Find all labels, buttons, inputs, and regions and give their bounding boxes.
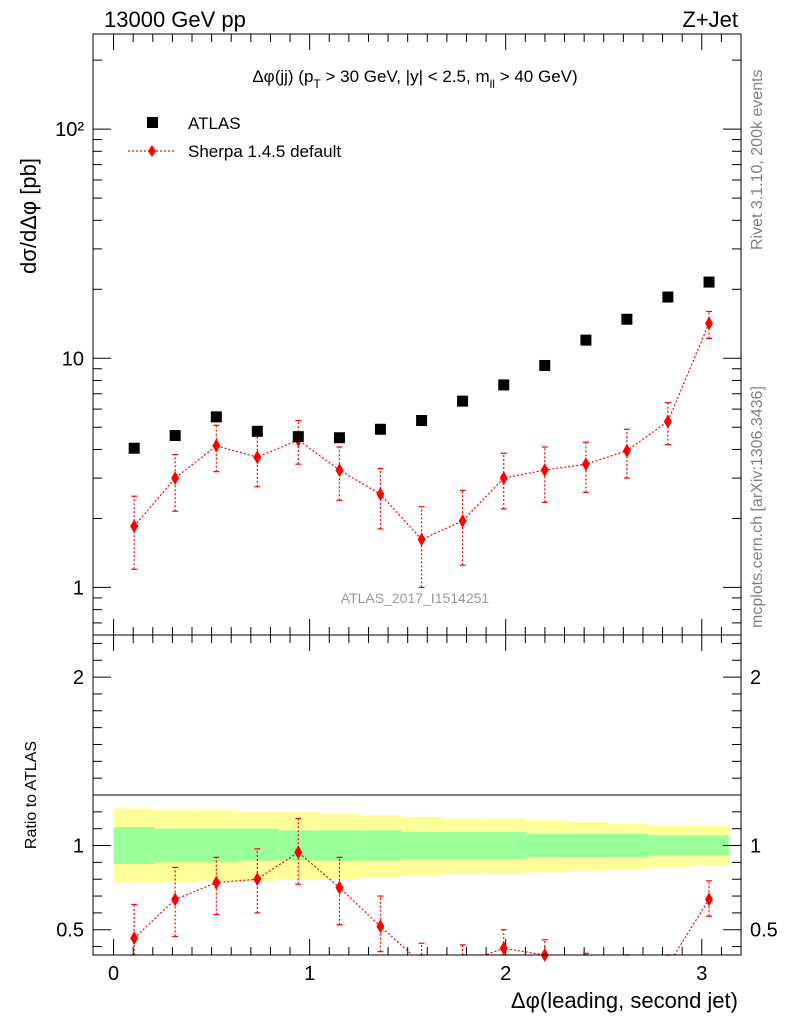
inner-band-bin xyxy=(607,833,649,858)
inner-band-bin xyxy=(525,833,567,858)
ratio-y-tick-label-right: 2 xyxy=(750,667,761,689)
ratio-axes: 0.5 0.5 1 1 2 2 0 1 2 3 xyxy=(56,635,778,985)
atlas-point xyxy=(457,395,469,407)
sherpa-point xyxy=(581,457,590,472)
main-axes: 1 10 10² xyxy=(55,34,741,635)
ratio-sherpa-point xyxy=(499,941,508,956)
sherpa-point xyxy=(130,519,139,534)
ratio-sherpa-point xyxy=(705,892,714,907)
legend-atlas-marker xyxy=(147,117,158,128)
ratio-y-axis-label: Ratio to ATLAS xyxy=(23,741,40,849)
energy-label: 13000 GeV pp xyxy=(104,7,246,32)
main-y-tick-label: 1 xyxy=(73,577,84,599)
atlas-point xyxy=(333,432,345,444)
main-title: Δφ(jj) (pT > 30 GeV, |y| < 2.5, mll > 40… xyxy=(252,67,577,91)
legend: ATLAS Sherpa 1.4.5 default xyxy=(128,114,341,161)
sherpa-point xyxy=(705,316,714,331)
x-axis-label: Δφ(leading, second jet) xyxy=(511,988,738,1013)
ratio-data-points xyxy=(130,817,714,962)
atlas-point xyxy=(292,431,304,443)
ratio-sherpa-point xyxy=(212,875,221,890)
ratio-y-tick-label-left: 1 xyxy=(73,836,84,858)
atlas-point xyxy=(498,379,510,391)
atlas-point xyxy=(539,359,551,371)
x-tick-label: 0 xyxy=(108,963,119,985)
atlas-point xyxy=(662,291,674,303)
ratio-sherpa-point xyxy=(130,931,139,946)
main-y-tick-label: 10 xyxy=(62,348,84,370)
atlas-point xyxy=(416,415,428,427)
atlas-point xyxy=(580,334,592,346)
atlas-point xyxy=(703,276,715,288)
sherpa-point xyxy=(417,532,426,547)
x-tick-label: 2 xyxy=(500,963,511,985)
inner-band-bin xyxy=(566,833,608,858)
atlas-point xyxy=(128,442,140,454)
ratio-y-tick-label-left: 2 xyxy=(73,667,84,689)
inner-band-bin xyxy=(442,832,485,859)
x-tick-label: 1 xyxy=(304,963,315,985)
sherpa-point xyxy=(458,513,467,528)
inner-band-bin xyxy=(648,835,691,856)
legend-atlas-label: ATLAS xyxy=(188,114,241,133)
inner-band-bin xyxy=(401,832,443,859)
sherpa-point xyxy=(171,471,180,486)
sherpa-point xyxy=(622,443,631,458)
ratio-sherpa-point xyxy=(294,845,303,860)
main-y-axis-label: dσ/dΔφ [pb] xyxy=(16,158,41,274)
inner-band-bin xyxy=(484,832,526,859)
ratio-sherpa-point xyxy=(335,880,344,895)
sherpa-point xyxy=(663,414,672,429)
ratio-y-tick-label-right: 1 xyxy=(750,836,761,858)
inner-band-bin xyxy=(690,835,730,856)
atlas-point xyxy=(621,313,633,325)
legend-sherpa-label: Sherpa 1.4.5 default xyxy=(188,142,341,161)
inner-band-bin xyxy=(113,827,155,865)
rivet-label: Rivet 3.1.10, 200k events xyxy=(749,69,766,250)
ratio-sherpa-point xyxy=(171,892,180,907)
inner-band-bin xyxy=(319,830,361,861)
inner-band-bin xyxy=(154,828,196,863)
sherpa-point xyxy=(212,438,221,453)
main-y-tick-label: 10² xyxy=(55,119,84,141)
ratio-y-tick-label-right: 0.5 xyxy=(750,920,778,942)
sherpa-series-line xyxy=(133,323,710,541)
analysis-id-label: ATLAS_2017_I1514251 xyxy=(341,590,490,606)
main-data-points xyxy=(128,276,715,589)
sherpa-point xyxy=(335,463,344,478)
atlas-point xyxy=(374,423,386,435)
sherpa-point xyxy=(253,450,262,465)
inner-band-bin xyxy=(360,830,402,861)
ratio-sherpa-point xyxy=(376,919,385,934)
mcplots-label: mcplots.cern.ch [arXiv:1306.3436] xyxy=(749,386,766,628)
sherpa-point xyxy=(540,463,549,478)
legend-sherpa-marker xyxy=(148,145,156,157)
atlas-point xyxy=(210,411,222,423)
ratio-sherpa-point xyxy=(253,872,262,887)
ratio-uncertainty-bands xyxy=(113,808,730,883)
atlas-point xyxy=(251,425,263,437)
process-label: Z+Jet xyxy=(682,7,738,32)
sherpa-point xyxy=(376,487,385,502)
ratio-frame xyxy=(92,634,742,956)
ratio-y-tick-label-left: 0.5 xyxy=(56,920,84,942)
sherpa-point xyxy=(499,471,508,486)
atlas-point xyxy=(169,430,181,442)
x-tick-label: 3 xyxy=(696,963,707,985)
